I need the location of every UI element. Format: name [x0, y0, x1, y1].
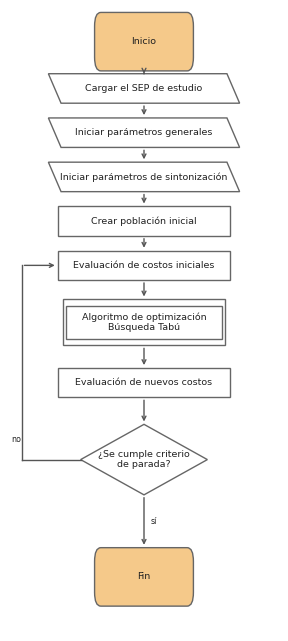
Text: Crear población inicial: Crear población inicial	[91, 217, 197, 226]
Bar	[58, 206, 230, 236]
Bar	[58, 368, 230, 397]
FancyBboxPatch shape	[94, 12, 194, 71]
Bar	[63, 299, 225, 345]
Polygon shape	[48, 162, 240, 192]
Text: Inicio: Inicio	[132, 37, 156, 46]
Text: Evaluación de costos iniciales: Evaluación de costos iniciales	[73, 261, 215, 270]
Text: Iniciar parámetros de sintonización: Iniciar parámetros de sintonización	[60, 172, 228, 181]
Bar	[58, 251, 230, 280]
Text: Evaluación de nuevos costos: Evaluación de nuevos costos	[75, 378, 213, 387]
Text: Fin: Fin	[137, 572, 151, 581]
Text: Iniciar parámetros generales: Iniciar parámetros generales	[75, 128, 213, 137]
Bar	[66, 306, 222, 339]
Text: sí: sí	[150, 517, 157, 526]
Polygon shape	[48, 74, 240, 103]
Text: ¿Se cumple criterio
de parada?: ¿Se cumple criterio de parada?	[98, 450, 190, 469]
Polygon shape	[48, 118, 240, 147]
Text: no: no	[12, 435, 21, 444]
Text: Cargar el SEP de estudio: Cargar el SEP de estudio	[85, 84, 203, 93]
Text: Algoritmo de optimización
Búsqueda Tabú: Algoritmo de optimización Búsqueda Tabú	[82, 312, 206, 333]
Polygon shape	[81, 424, 207, 495]
FancyBboxPatch shape	[94, 547, 194, 606]
